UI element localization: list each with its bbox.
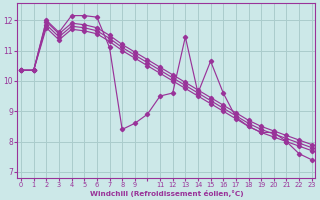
X-axis label: Windchill (Refroidissement éolien,°C): Windchill (Refroidissement éolien,°C) [90,190,243,197]
